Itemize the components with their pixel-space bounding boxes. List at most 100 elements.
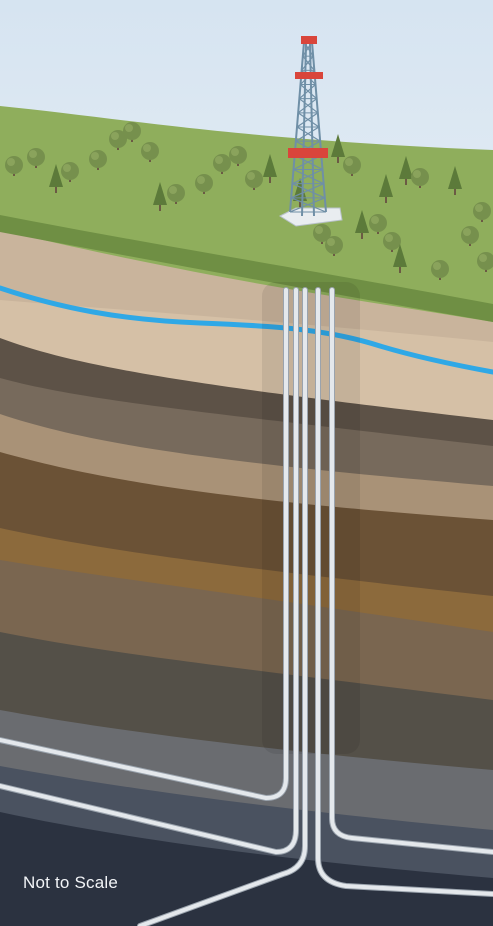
- tree-highlight: [169, 186, 177, 194]
- wellbore-pipe: [330, 288, 493, 854]
- tree-crown: [123, 122, 141, 140]
- rig-brace: [302, 55, 315, 71]
- tree-crown: [61, 162, 79, 180]
- tree-icon: [123, 122, 141, 142]
- tree-crown: [141, 142, 159, 160]
- tree-highlight: [475, 204, 483, 212]
- tree-crown: [167, 184, 185, 202]
- tree-icon: [245, 170, 263, 190]
- tree-icon: [379, 174, 393, 203]
- layer-deep-navy: [0, 812, 493, 926]
- tree-icon: [89, 150, 107, 170]
- rig-brace: [303, 41, 314, 57]
- tree-icon: [448, 166, 462, 195]
- not-to-scale-caption: Not to Scale: [23, 873, 119, 892]
- wellbore-pipes: [0, 287, 493, 926]
- tree-highlight: [143, 144, 151, 152]
- tree-trunk: [269, 176, 271, 183]
- tree-highlight: [345, 158, 353, 166]
- tree-trunk: [159, 204, 161, 211]
- tree-highlight: [247, 172, 255, 180]
- tree-crown: [343, 156, 361, 174]
- tree-icon: [477, 252, 493, 272]
- tree-icon: [109, 130, 127, 150]
- tree-crown: [448, 166, 462, 189]
- tree-crown: [393, 244, 407, 267]
- tree-crown: [27, 148, 45, 166]
- tree-icon: [325, 236, 343, 256]
- tree-crown: [399, 156, 413, 179]
- rig-brace: [301, 55, 314, 71]
- tree-highlight: [29, 150, 37, 158]
- rig-brace: [296, 112, 319, 128]
- tree-icon: [411, 168, 429, 188]
- tree-icon: [355, 210, 369, 239]
- tree-highlight: [63, 164, 71, 172]
- tree-trunk: [337, 156, 339, 163]
- tree-highlight: [433, 262, 441, 270]
- rig-brace: [298, 84, 316, 100]
- tree-highlight: [7, 158, 15, 166]
- tree-trunk: [55, 186, 57, 193]
- tree-crown: [473, 202, 491, 220]
- ground-surface: [0, 106, 493, 322]
- tree-highlight: [463, 228, 471, 236]
- rig-brace: [300, 84, 318, 100]
- tree-icon: [229, 146, 247, 166]
- tree-crown: [213, 154, 231, 172]
- tree-icon: [383, 232, 401, 252]
- wellbore-pipe: [138, 288, 307, 926]
- drilling-rig-icon: [278, 36, 343, 227]
- tree-highlight: [315, 226, 323, 234]
- tree-icon: [431, 260, 449, 280]
- tree-icon: [61, 162, 79, 182]
- tree-trunk: [299, 200, 301, 207]
- tree-crown: [355, 210, 369, 233]
- tree-icon: [313, 224, 331, 244]
- wellbore-pipe: [0, 288, 298, 854]
- tree-icon: [5, 156, 23, 176]
- tree-icon: [369, 214, 387, 234]
- tree-icon: [331, 134, 345, 163]
- rig-lower-deck: [288, 148, 328, 158]
- rig-brace: [298, 98, 319, 114]
- tree-highlight: [215, 156, 223, 164]
- tree-icon: [153, 182, 167, 211]
- tree-crown: [229, 146, 247, 164]
- tree-crown: [263, 154, 277, 177]
- tree-icon: [263, 154, 277, 183]
- tree-crown: [431, 260, 449, 278]
- rock-layers: [0, 228, 493, 926]
- rig-brace: [293, 168, 324, 185]
- tree-icon: [393, 244, 407, 273]
- rig-brace: [297, 112, 320, 128]
- tree-crown: [5, 156, 23, 174]
- tree-highlight: [413, 170, 421, 178]
- tree-highlight: [479, 254, 487, 262]
- tree-crown: [195, 174, 213, 192]
- tree-trunk: [405, 178, 407, 185]
- tree-crown: [153, 182, 167, 205]
- tree-icon: [473, 202, 491, 222]
- rig-brace: [295, 126, 320, 142]
- rig-brace: [290, 197, 327, 213]
- tree-trunk: [454, 188, 456, 195]
- tree-icon: [141, 142, 159, 162]
- tree-crown: [379, 174, 393, 197]
- tree-icon: [343, 156, 361, 176]
- tree-crown: [89, 150, 107, 168]
- rig-crown-block: [301, 36, 317, 44]
- tree-trunk: [399, 266, 401, 273]
- tree-icon: [27, 148, 45, 168]
- rig-brace: [302, 41, 313, 57]
- tree-trunk: [361, 232, 363, 239]
- tree-icon: [195, 174, 213, 194]
- tree-highlight: [371, 216, 379, 224]
- tree-crown: [245, 170, 263, 188]
- tree-icon: [213, 154, 231, 174]
- tree-highlight: [91, 152, 99, 160]
- grass-surface: [0, 106, 493, 322]
- rig-brace: [292, 183, 326, 199]
